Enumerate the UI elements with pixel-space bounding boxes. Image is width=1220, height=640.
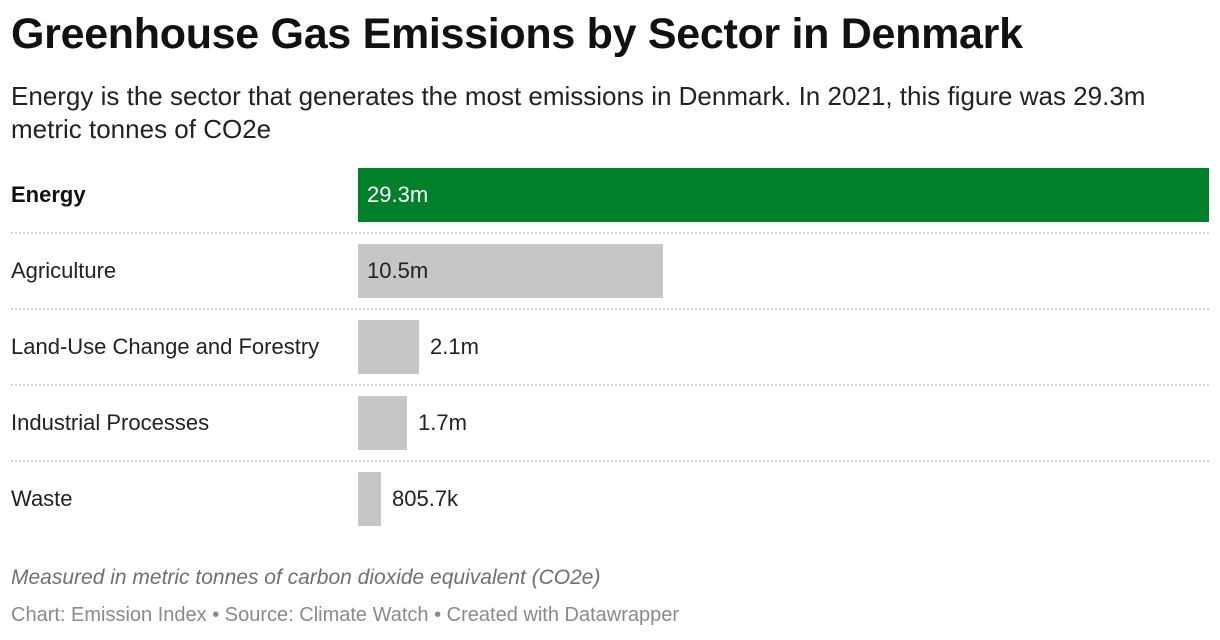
value-label: 29.3m: [367, 182, 429, 207]
bar: [358, 396, 407, 450]
datawrapper-link[interactable]: Created with Datawrapper: [446, 604, 680, 626]
footer-separator: •: [206, 604, 225, 626]
bar-chart: Energy 29.3m Agriculture 10.5m Land-Use Chan…: [0, 168, 1220, 528]
row-divider: [11, 384, 1209, 386]
chart-notes: Measured in metric tonnes of carbon diox…: [11, 566, 601, 589]
chart-subtitle: Energy is the sector that generates the …: [11, 81, 1146, 144]
category-label: Agriculture: [11, 258, 117, 283]
chart-footer: Chart: Emission Index • Source: Climate …: [11, 604, 679, 627]
value-label: 1.7m: [418, 410, 467, 435]
row-divider: [11, 460, 1209, 462]
bar: [358, 168, 1209, 222]
category-label: Waste: [11, 486, 73, 511]
category-label: Industrial Processes: [11, 410, 210, 435]
bar-row: Land-Use Change and Forestry 2.1m: [11, 320, 1209, 374]
bar: [358, 472, 381, 526]
bar-row: Agriculture 10.5m: [11, 244, 1209, 298]
value-label: 805.7k: [392, 486, 459, 511]
row-divider: [11, 232, 1209, 234]
bar-row: Waste 805.7k: [11, 472, 1209, 526]
category-label: Energy: [11, 182, 86, 207]
chart-credit-link[interactable]: Chart: Emission Index: [11, 604, 207, 626]
bar-row: Energy 29.3m: [11, 168, 1209, 222]
source-link[interactable]: Source: Climate Watch: [224, 604, 429, 626]
bar: [358, 320, 419, 374]
bar: [358, 244, 663, 298]
footer-separator: •: [428, 604, 447, 626]
value-label: 10.5m: [367, 258, 429, 283]
chart-title: Greenhouse Gas Emissions by Sector in De…: [11, 10, 1023, 58]
value-label: 2.1m: [430, 334, 479, 359]
category-label: Land-Use Change and Forestry: [11, 334, 320, 359]
row-divider: [11, 308, 1209, 310]
bar-row: Industrial Processes 1.7m: [11, 396, 1209, 450]
